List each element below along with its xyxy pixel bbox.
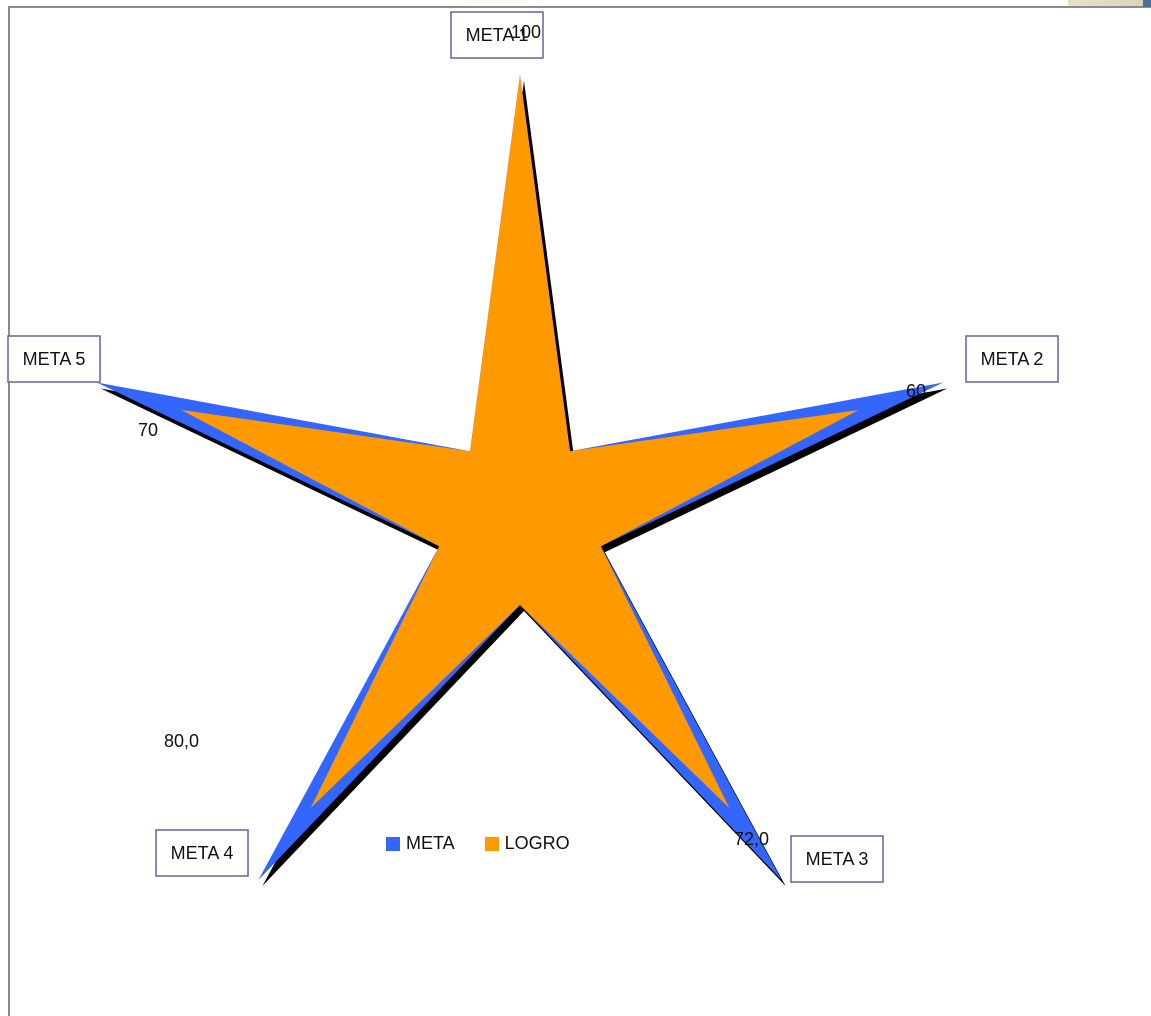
category-label-text: META 5 [23,349,86,369]
legend-item-meta: META [386,833,455,854]
category-label-box [7,335,101,383]
data-label-2: 60 [906,381,926,401]
category-label-3: META 3 [790,835,884,883]
chart-frame [8,6,1151,1016]
legend: META LOGRO [386,833,600,854]
legend-item-logro: LOGRO [484,833,570,854]
category-label-box [965,335,1059,383]
legend-label-meta: META [406,833,455,853]
legend-swatch-logro [484,836,499,851]
data-label-3: 72,0 [734,829,769,849]
legend-swatch-meta [386,836,400,851]
stray-data-label: 80,0 [164,731,200,751]
category-label-layer: META 1 META 2 META 3 META 4 META 5 [7,11,1059,883]
category-label-text: META 1 [466,25,529,45]
category-label-5: META 5 [7,335,101,383]
category-label-text: META 3 [806,849,869,869]
corner-decoration [1068,0,1151,6]
data-label-layer: 100 60 72,0 70 [138,22,926,849]
category-label-box [155,829,249,877]
series-logro-area [181,75,859,808]
category-label-text: META 2 [981,349,1044,369]
category-label-text: META 4 [171,843,234,863]
category-label-box [450,11,544,59]
series-layer [96,75,944,880]
category-label-2: META 2 [965,335,1059,383]
category-label-1: META 1 [450,11,544,59]
category-label-box [790,835,884,883]
category-label-4: META 4 [155,829,249,877]
corner-decoration-edge [1143,0,1151,7]
data-label-5: 70 [138,420,158,440]
data-label-1: 100 [511,22,541,42]
legend-label-logro: LOGRO [504,833,570,853]
